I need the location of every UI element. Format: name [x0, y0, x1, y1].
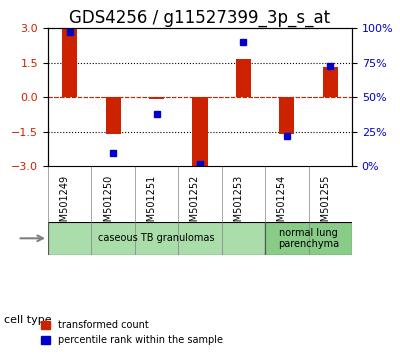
Text: normal lung
parenchyma: normal lung parenchyma: [278, 228, 339, 249]
Bar: [62, 28, 77, 97]
FancyBboxPatch shape: [265, 222, 352, 255]
Text: cell type: cell type: [4, 315, 52, 325]
Title: GDS4256 / g11527399_3p_s_at: GDS4256 / g11527399_3p_s_at: [70, 9, 330, 27]
Bar: [236, 59, 251, 97]
Text: GSM501252: GSM501252: [190, 175, 200, 234]
Bar: [323, 68, 338, 97]
Text: caseous TB granulomas: caseous TB granulomas: [98, 233, 215, 243]
Bar: [106, 97, 121, 134]
Text: GSM501254: GSM501254: [277, 175, 287, 234]
Text: GSM501249: GSM501249: [60, 175, 70, 234]
Bar: [192, 97, 208, 166]
FancyBboxPatch shape: [48, 222, 265, 255]
Text: GSM501251: GSM501251: [146, 175, 156, 234]
Text: GSM501250: GSM501250: [103, 175, 113, 234]
Bar: [149, 97, 164, 98]
Text: GSM501253: GSM501253: [234, 175, 244, 234]
Legend: transformed count, percentile rank within the sample: transformed count, percentile rank withi…: [37, 316, 227, 349]
Text: GSM501255: GSM501255: [320, 175, 330, 234]
Bar: [279, 97, 294, 134]
